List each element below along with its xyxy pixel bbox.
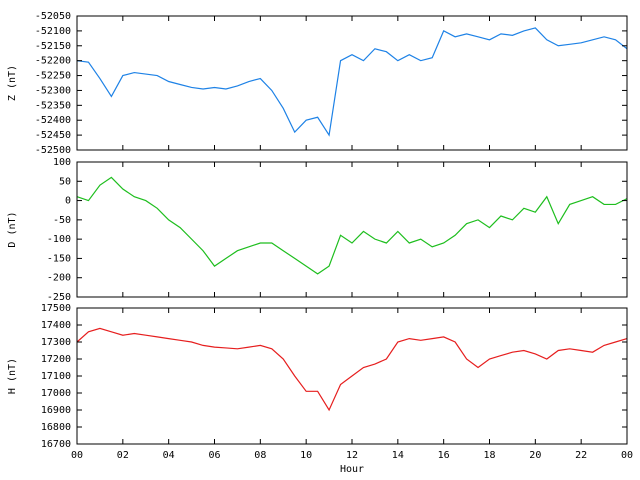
x-tick-label: 00 bbox=[71, 450, 83, 461]
plot-frame bbox=[76, 15, 628, 151]
x-tick-label: 14 bbox=[392, 450, 404, 461]
y-tick-label: 16900 bbox=[41, 405, 71, 416]
y-tick-label: -52350 bbox=[35, 100, 71, 111]
y-axis-label: Z (nT) bbox=[7, 65, 18, 101]
y-tick-label: -52300 bbox=[35, 85, 71, 96]
y-axis-label: D (nT) bbox=[7, 211, 18, 247]
x-tick-label: 18 bbox=[483, 450, 495, 461]
y-tick-label: -52150 bbox=[35, 41, 71, 52]
y-tick-label: -52450 bbox=[35, 130, 71, 141]
x-tick-label: 16 bbox=[438, 450, 450, 461]
data-line bbox=[76, 327, 628, 412]
x-tick-label: 06 bbox=[208, 450, 220, 461]
y-tick-label: -100 bbox=[47, 234, 71, 245]
y-tick-label: 16700 bbox=[41, 439, 71, 450]
x-tick-label: 12 bbox=[346, 450, 358, 461]
x-tick-label: 22 bbox=[575, 450, 587, 461]
y-tick-label: -200 bbox=[47, 273, 71, 284]
y-tick-label: -52200 bbox=[35, 56, 71, 67]
y-tick-label: 17400 bbox=[41, 320, 71, 331]
x-tick-label: 02 bbox=[117, 450, 129, 461]
y-tick-label: -250 bbox=[47, 292, 71, 303]
y-tick-label: -52500 bbox=[35, 145, 71, 156]
y-tick-label: -52250 bbox=[35, 71, 71, 82]
plot-frame bbox=[76, 161, 628, 298]
x-tick-label: 08 bbox=[254, 450, 266, 461]
x-axis-label: Hour bbox=[340, 464, 364, 475]
y-tick-label: -52400 bbox=[35, 115, 71, 126]
y-tick-label: 17000 bbox=[41, 388, 71, 399]
y-axis-label: H (nT) bbox=[7, 358, 18, 394]
x-tick-label: 20 bbox=[529, 450, 541, 461]
y-tick-label: -150 bbox=[47, 253, 71, 264]
x-tick-label: 04 bbox=[163, 450, 175, 461]
y-tick-label: 17500 bbox=[41, 303, 71, 314]
y-tick-label: 16800 bbox=[41, 422, 71, 433]
y-tick-label: 17200 bbox=[41, 354, 71, 365]
data-line bbox=[76, 27, 628, 137]
y-tick-label: -52100 bbox=[35, 26, 71, 37]
x-tick-label: 00 bbox=[621, 450, 633, 461]
y-tick-label: 50 bbox=[59, 176, 71, 187]
y-tick-label: -52050 bbox=[35, 11, 71, 22]
y-tick-label: 100 bbox=[53, 157, 71, 168]
y-tick-label: -50 bbox=[53, 215, 71, 226]
y-tick-label: 17300 bbox=[41, 337, 71, 348]
data-line bbox=[76, 176, 628, 275]
x-tick-label: 10 bbox=[300, 450, 312, 461]
y-tick-label: 17100 bbox=[41, 371, 71, 382]
y-tick-label: 0 bbox=[65, 196, 71, 207]
